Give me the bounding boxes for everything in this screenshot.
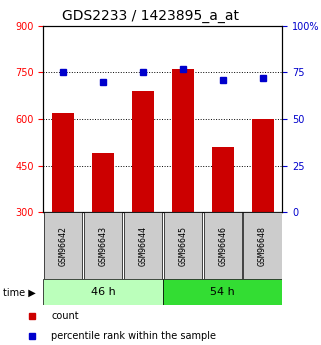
Text: GSM96645: GSM96645 — [178, 226, 187, 266]
Bar — [172, 69, 194, 212]
Text: GSM96648: GSM96648 — [258, 226, 267, 266]
Bar — [92, 153, 114, 212]
Bar — [164, 212, 202, 279]
Bar — [124, 212, 162, 279]
Bar — [132, 91, 154, 212]
Bar — [204, 212, 242, 279]
Bar — [43, 279, 163, 305]
Text: percentile rank within the sample: percentile rank within the sample — [51, 331, 216, 341]
Text: GSM96643: GSM96643 — [99, 226, 108, 266]
Text: time ▶: time ▶ — [3, 287, 36, 297]
Bar — [84, 212, 122, 279]
Text: GSM96646: GSM96646 — [218, 226, 227, 266]
Bar — [212, 147, 234, 212]
Text: count: count — [51, 312, 79, 322]
Bar — [252, 119, 273, 212]
Text: GSM96644: GSM96644 — [138, 226, 147, 266]
Text: 54 h: 54 h — [210, 287, 235, 297]
Bar — [52, 113, 74, 212]
Text: 46 h: 46 h — [91, 287, 116, 297]
Text: GSM96642: GSM96642 — [59, 226, 68, 266]
Bar — [44, 212, 82, 279]
Bar — [163, 279, 282, 305]
Text: GDS2233 / 1423895_a_at: GDS2233 / 1423895_a_at — [62, 9, 239, 23]
Bar — [243, 212, 282, 279]
